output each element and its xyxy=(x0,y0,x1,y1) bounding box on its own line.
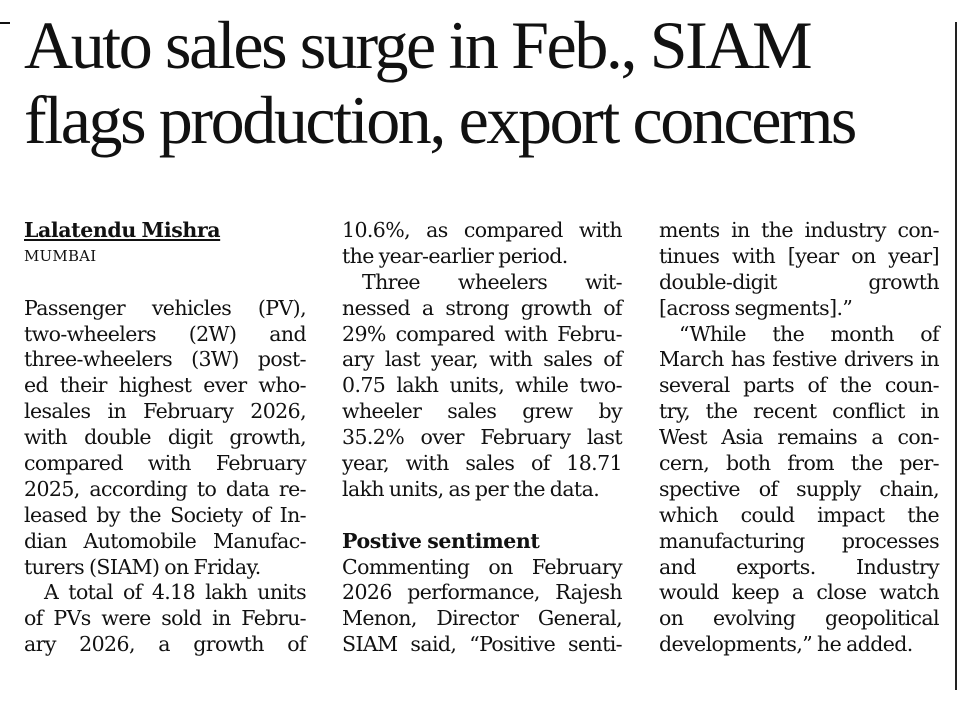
text-line: year, with sales of 18.71 xyxy=(342,451,623,476)
text-line: two-wheelers (2W) and xyxy=(24,321,307,346)
text-line: lesales in February 2026, xyxy=(24,399,307,424)
text-line: of PVs were sold in Febru- xyxy=(24,606,307,631)
text-line: ments in the industry con- xyxy=(659,218,940,242)
text-line: 35.2% over February last xyxy=(342,425,623,450)
text-line: leased by the Society of In- xyxy=(24,502,307,527)
headline-line-2: flags production, export concerns xyxy=(24,82,857,158)
text-line: 2025, according to data re- xyxy=(24,476,307,501)
text-line: lakh units, as per the data. xyxy=(342,476,600,501)
text-line: dian Automobile Manufac- xyxy=(24,528,307,553)
text-line: A total of 4.18 lakh units xyxy=(44,580,307,605)
text-line: Passenger vehicles (PV), xyxy=(24,295,307,320)
text-line: Menon, Director General, xyxy=(342,606,623,631)
text-line: 2026 performance, Rajesh xyxy=(342,580,623,605)
text-line: and exports. Industry xyxy=(659,554,940,579)
text-line: manufacturing processes xyxy=(659,528,940,553)
text-line: would keep a close watch xyxy=(659,580,940,605)
dateline: MUMBAI xyxy=(24,246,97,265)
text-line: with double digit growth, xyxy=(24,425,307,450)
text-line: 29% compared with Febru- xyxy=(342,321,623,346)
text-line: double-digit growth xyxy=(659,269,940,294)
headline: Auto sales surge in Feb., SIAM flags pro… xyxy=(24,8,944,158)
article-column-1: Lalatendu Mishra MUMBAI Passenger vehicl… xyxy=(24,218,307,658)
right-column-rule xyxy=(955,22,957,690)
text-line: spective of supply chain, xyxy=(659,476,940,501)
subheading: Postive sentiment xyxy=(342,528,540,553)
text-line: cern, both from the per- xyxy=(659,451,940,476)
text-line: [across segments].” xyxy=(659,295,853,320)
text-line: ary 2026, a growth of xyxy=(24,632,307,657)
byline-author: Lalatendu Mishra xyxy=(24,218,221,242)
text-line: which could impact the xyxy=(659,502,940,527)
article-column-2: 10.6%, as compared with the year-earlier… xyxy=(342,218,623,658)
text-line: the year-earlier period. xyxy=(342,243,568,268)
text-line: on evolving geopolitical xyxy=(659,606,940,631)
text-line: wheeler sales grew by xyxy=(342,399,623,424)
text-line: developments,” he added. xyxy=(659,632,913,657)
text-line: try, the recent conflict in xyxy=(659,399,940,424)
text-line: 10.6%, as compared with xyxy=(342,218,623,242)
text-line: West Asia remains a con- xyxy=(659,425,940,450)
spacer xyxy=(342,503,622,529)
text-line: nessed a strong growth of xyxy=(342,295,623,320)
headline-line-1: Auto sales surge in Feb., SIAM xyxy=(24,7,813,83)
text-line: ed their highest ever who- xyxy=(24,373,307,398)
top-left-rule xyxy=(0,22,10,24)
spacer xyxy=(24,270,306,296)
text-line: several parts of the coun- xyxy=(659,373,940,398)
text-line: turers (SIAM) on Friday. xyxy=(24,554,261,579)
text-line: compared with February xyxy=(24,451,307,476)
text-line: “While the month of xyxy=(679,321,940,346)
text-line: March has festive drivers in xyxy=(659,347,940,372)
article-column-3: ments in the industry con- tinues with [… xyxy=(659,218,940,658)
text-line: SIAM said, “Positive senti- xyxy=(342,632,623,657)
text-line: tinues with [year on year] xyxy=(659,243,940,268)
text-line: ary last year, with sales of xyxy=(342,347,623,372)
text-line: three-wheelers (3W) post- xyxy=(24,347,307,372)
text-line: 0.75 lakh units, while two- xyxy=(342,373,623,398)
text-line: Commenting on February xyxy=(342,554,623,579)
text-line: Three wheelers wit- xyxy=(362,269,623,294)
